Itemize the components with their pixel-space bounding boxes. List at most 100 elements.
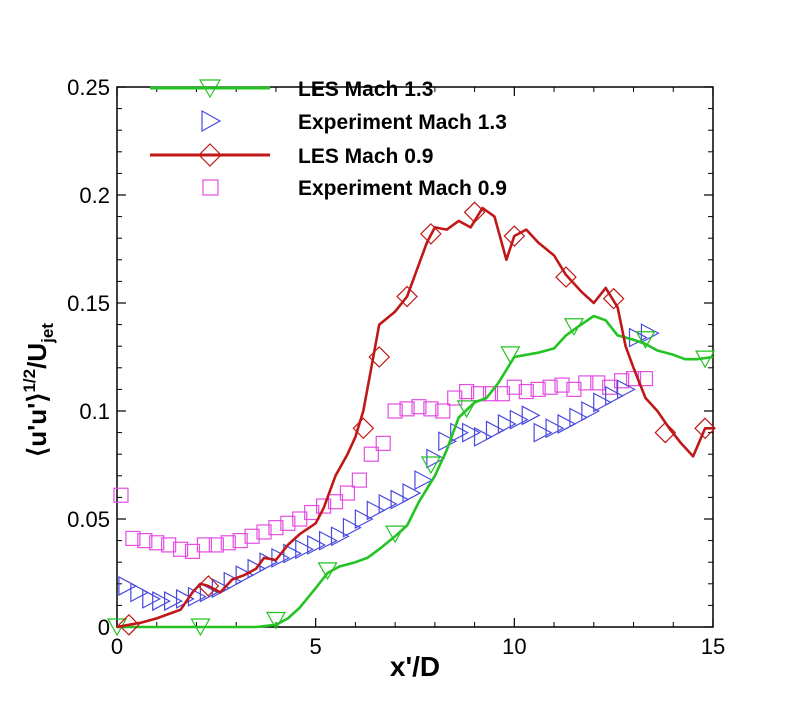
marker-square	[435, 403, 451, 419]
marker-square	[423, 401, 439, 417]
marker-square	[411, 399, 427, 415]
plot-area	[106, 201, 716, 637]
legend-marker-diamond	[198, 143, 222, 167]
marker-square	[506, 379, 522, 395]
marker-triangle-right	[235, 565, 255, 586]
marker-diamond	[654, 421, 677, 444]
x-axis-title: x'/D	[390, 651, 440, 682]
x-tick-label: 10	[502, 634, 526, 659]
marker-square	[459, 383, 475, 400]
marker-triangle-right	[259, 552, 279, 573]
marker-diamond	[118, 613, 140, 636]
marker-triangle-right	[533, 422, 553, 443]
marker-triangle-right	[247, 558, 267, 579]
y-tick-label: 0.1	[79, 399, 110, 424]
marker-triangle-down	[456, 400, 477, 419]
marker-triangle-right	[485, 420, 505, 441]
marker-square	[387, 403, 403, 419]
series-les-mach-0-9	[116, 201, 716, 636]
marker-square	[339, 485, 356, 501]
marker-triangle-right	[462, 422, 481, 443]
y-tick-label: 0	[98, 615, 110, 640]
series-line	[117, 314, 714, 629]
marker-square	[220, 535, 236, 551]
marker-square	[113, 487, 129, 503]
marker-triangle-down	[420, 456, 441, 475]
marker-square	[172, 541, 189, 557]
marker-triangle-right	[414, 470, 434, 491]
marker-triangle-right	[426, 448, 446, 469]
marker-triangle-right	[366, 500, 386, 521]
marker-triangle-right	[557, 413, 577, 434]
marker-triangle-down	[695, 350, 716, 369]
marker-triangle-down	[563, 318, 584, 336]
marker-diamond	[197, 575, 220, 597]
x-tick-label: 15	[701, 634, 725, 659]
legend-item-les-mach-0-9: LES Mach 0.9	[150, 143, 433, 168]
marker-triangle-right	[378, 493, 398, 514]
marker-triangle-right	[342, 517, 362, 538]
marker-square	[232, 532, 248, 549]
legend-item-experiment-mach-1-3: Experiment Mach 1.3	[201, 109, 507, 134]
marker-triangle-right	[545, 418, 565, 439]
marker-square	[161, 537, 177, 553]
marker-triangle-right	[581, 401, 601, 421]
marker-square	[590, 375, 606, 391]
legend-label: LES Mach 0.9	[298, 145, 433, 168]
y-axis-title-main: ⟨u'u'⟩	[22, 393, 52, 457]
legend: LES Mach 1.3 Experiment Mach 1.3 LES Mac…	[150, 78, 507, 200]
marker-triangle-right	[616, 379, 636, 400]
y-tick-label: 0.25	[67, 75, 110, 100]
legend-marker-triangle-right	[201, 109, 222, 133]
marker-triangle-right	[605, 385, 624, 406]
marker-diamond	[503, 225, 526, 247]
x-tick-label: 0	[111, 634, 123, 659]
marker-square	[244, 528, 260, 544]
marker-triangle-right	[640, 323, 660, 344]
legend-label: Experiment Mach 0.9	[298, 177, 507, 200]
marker-square	[578, 375, 594, 391]
x-tick-label: 5	[310, 634, 322, 659]
marker-triangle-right	[497, 413, 517, 434]
marker-diamond	[694, 417, 716, 440]
marker-diamond	[463, 201, 486, 224]
marker-triangle-right	[473, 426, 493, 447]
marker-square	[375, 435, 391, 451]
marker-triangle-right	[509, 409, 529, 430]
marker-square	[208, 537, 224, 553]
marker-triangle-right	[354, 509, 374, 529]
y-tick-label: 0.15	[67, 291, 110, 316]
legend-item-les-mach-1-3: LES Mach 1.3	[150, 78, 433, 101]
marker-square	[316, 498, 332, 514]
series-experiment-mach-1-3	[118, 323, 660, 612]
marker-diamond	[555, 266, 577, 288]
marker-triangle-right	[152, 591, 171, 612]
marker-square	[351, 472, 367, 488]
marker-triangle-right	[521, 405, 541, 426]
series-les-mach-1-3	[106, 314, 716, 637]
marker-square	[196, 537, 213, 553]
marker-triangle-right	[142, 588, 162, 609]
marker-triangle-right	[390, 489, 410, 510]
legend-label: Experiment Mach 1.3	[298, 111, 507, 134]
marker-square	[542, 379, 558, 395]
marker-diamond	[368, 346, 391, 368]
series-line	[116, 206, 713, 629]
marker-square	[625, 371, 642, 387]
marker-triangle-down	[265, 611, 286, 630]
marker-square	[137, 532, 153, 549]
marker-square	[268, 520, 284, 536]
marker-square	[482, 386, 499, 402]
legend-marker-triangle-down	[198, 79, 222, 99]
marker-triangle-right	[199, 582, 219, 603]
marker-square	[280, 515, 296, 531]
y-tick-label: 0.2	[79, 183, 110, 208]
marker-square	[125, 530, 141, 547]
marker-triangle-right	[164, 591, 183, 612]
marker-square	[256, 524, 272, 540]
marker-diamond	[602, 287, 625, 310]
marker-triangle-down	[385, 525, 406, 544]
marker-square	[399, 401, 415, 417]
tick-labels: 0 5 10 15 0 0.05 0.1 0.15 0.2 0.25	[67, 75, 725, 659]
